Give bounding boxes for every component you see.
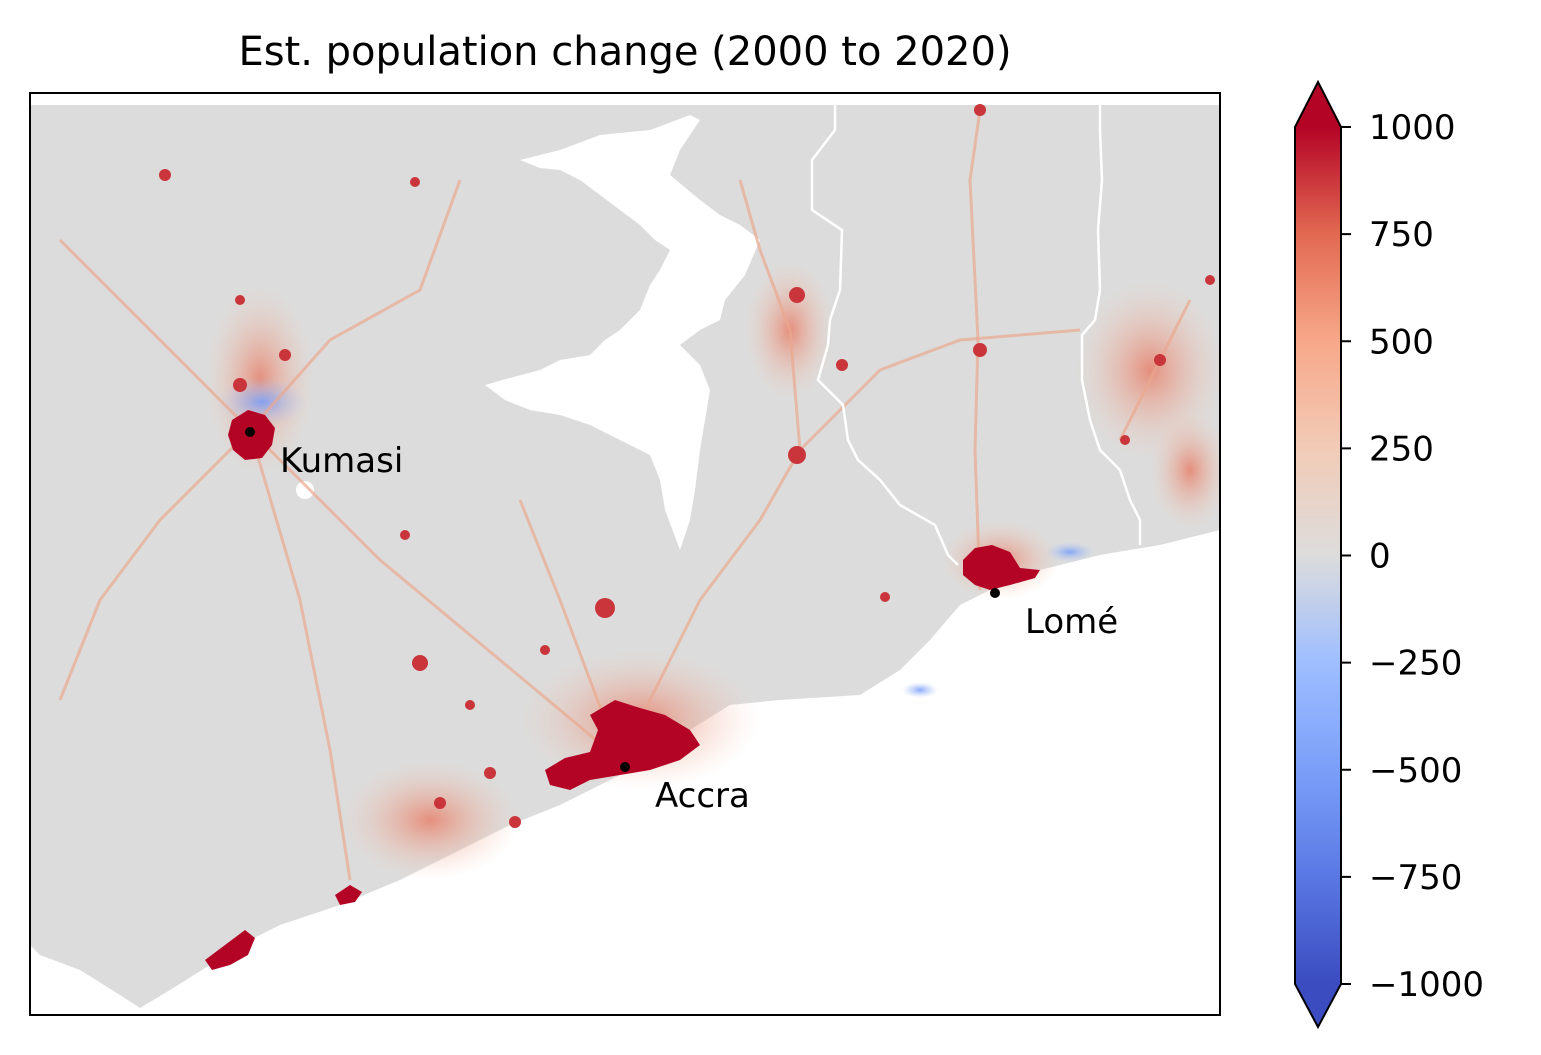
map-area (30, 93, 1220, 1008)
colorbar-gradient (1295, 127, 1341, 984)
colorbar-extend-max (1295, 82, 1341, 127)
city-lome: Lomé (990, 588, 1118, 642)
lome-blob (963, 545, 1040, 590)
colorbar-tick-label: −1000 (1369, 965, 1484, 1005)
colorbar-tick-label: 500 (1369, 322, 1434, 362)
settlement-lines (58, 109, 1192, 881)
accra-blob (545, 700, 700, 790)
city-marker (990, 588, 1000, 598)
colorbar-tick-label: 250 (1369, 429, 1434, 469)
lake-volta (485, 115, 760, 550)
city-label: Kumasi (280, 441, 403, 481)
colorbar-tick-label: 1000 (1369, 108, 1456, 148)
colorbar-extend-min (1295, 984, 1341, 1027)
city-marker (245, 427, 255, 437)
colorbar-tick-label: 0 (1369, 537, 1391, 577)
land-area (30, 105, 1220, 1008)
takoradi-blob (205, 930, 255, 970)
colorbar-tick-label: −750 (1369, 858, 1462, 898)
cape-coast-blob (335, 885, 362, 905)
map-frame (29, 92, 1221, 1016)
colorbar-tick-label: 750 (1369, 215, 1434, 255)
colorbar-ticks: 1000 750 500 250 0 −250 −500 −750 −1000 (1341, 108, 1484, 1005)
city-label: Lomé (1025, 602, 1118, 642)
city-marker (620, 762, 630, 772)
colorbar-tick-label: −250 (1369, 644, 1462, 684)
hot-spots (159, 104, 1215, 828)
colorbar-tick-label: −500 (1369, 751, 1462, 791)
city-accra: Accra (620, 762, 750, 816)
colorbar: 1000 750 500 250 0 −250 −500 −750 −1000 (1294, 79, 1484, 1030)
borders (810, 93, 1142, 566)
city-label: Accra (655, 776, 750, 816)
lake-bosumtwi (296, 481, 314, 499)
city-kumasi: Kumasi (245, 427, 403, 481)
chart-title: Est. population change (2000 to 2020) (238, 29, 1011, 75)
